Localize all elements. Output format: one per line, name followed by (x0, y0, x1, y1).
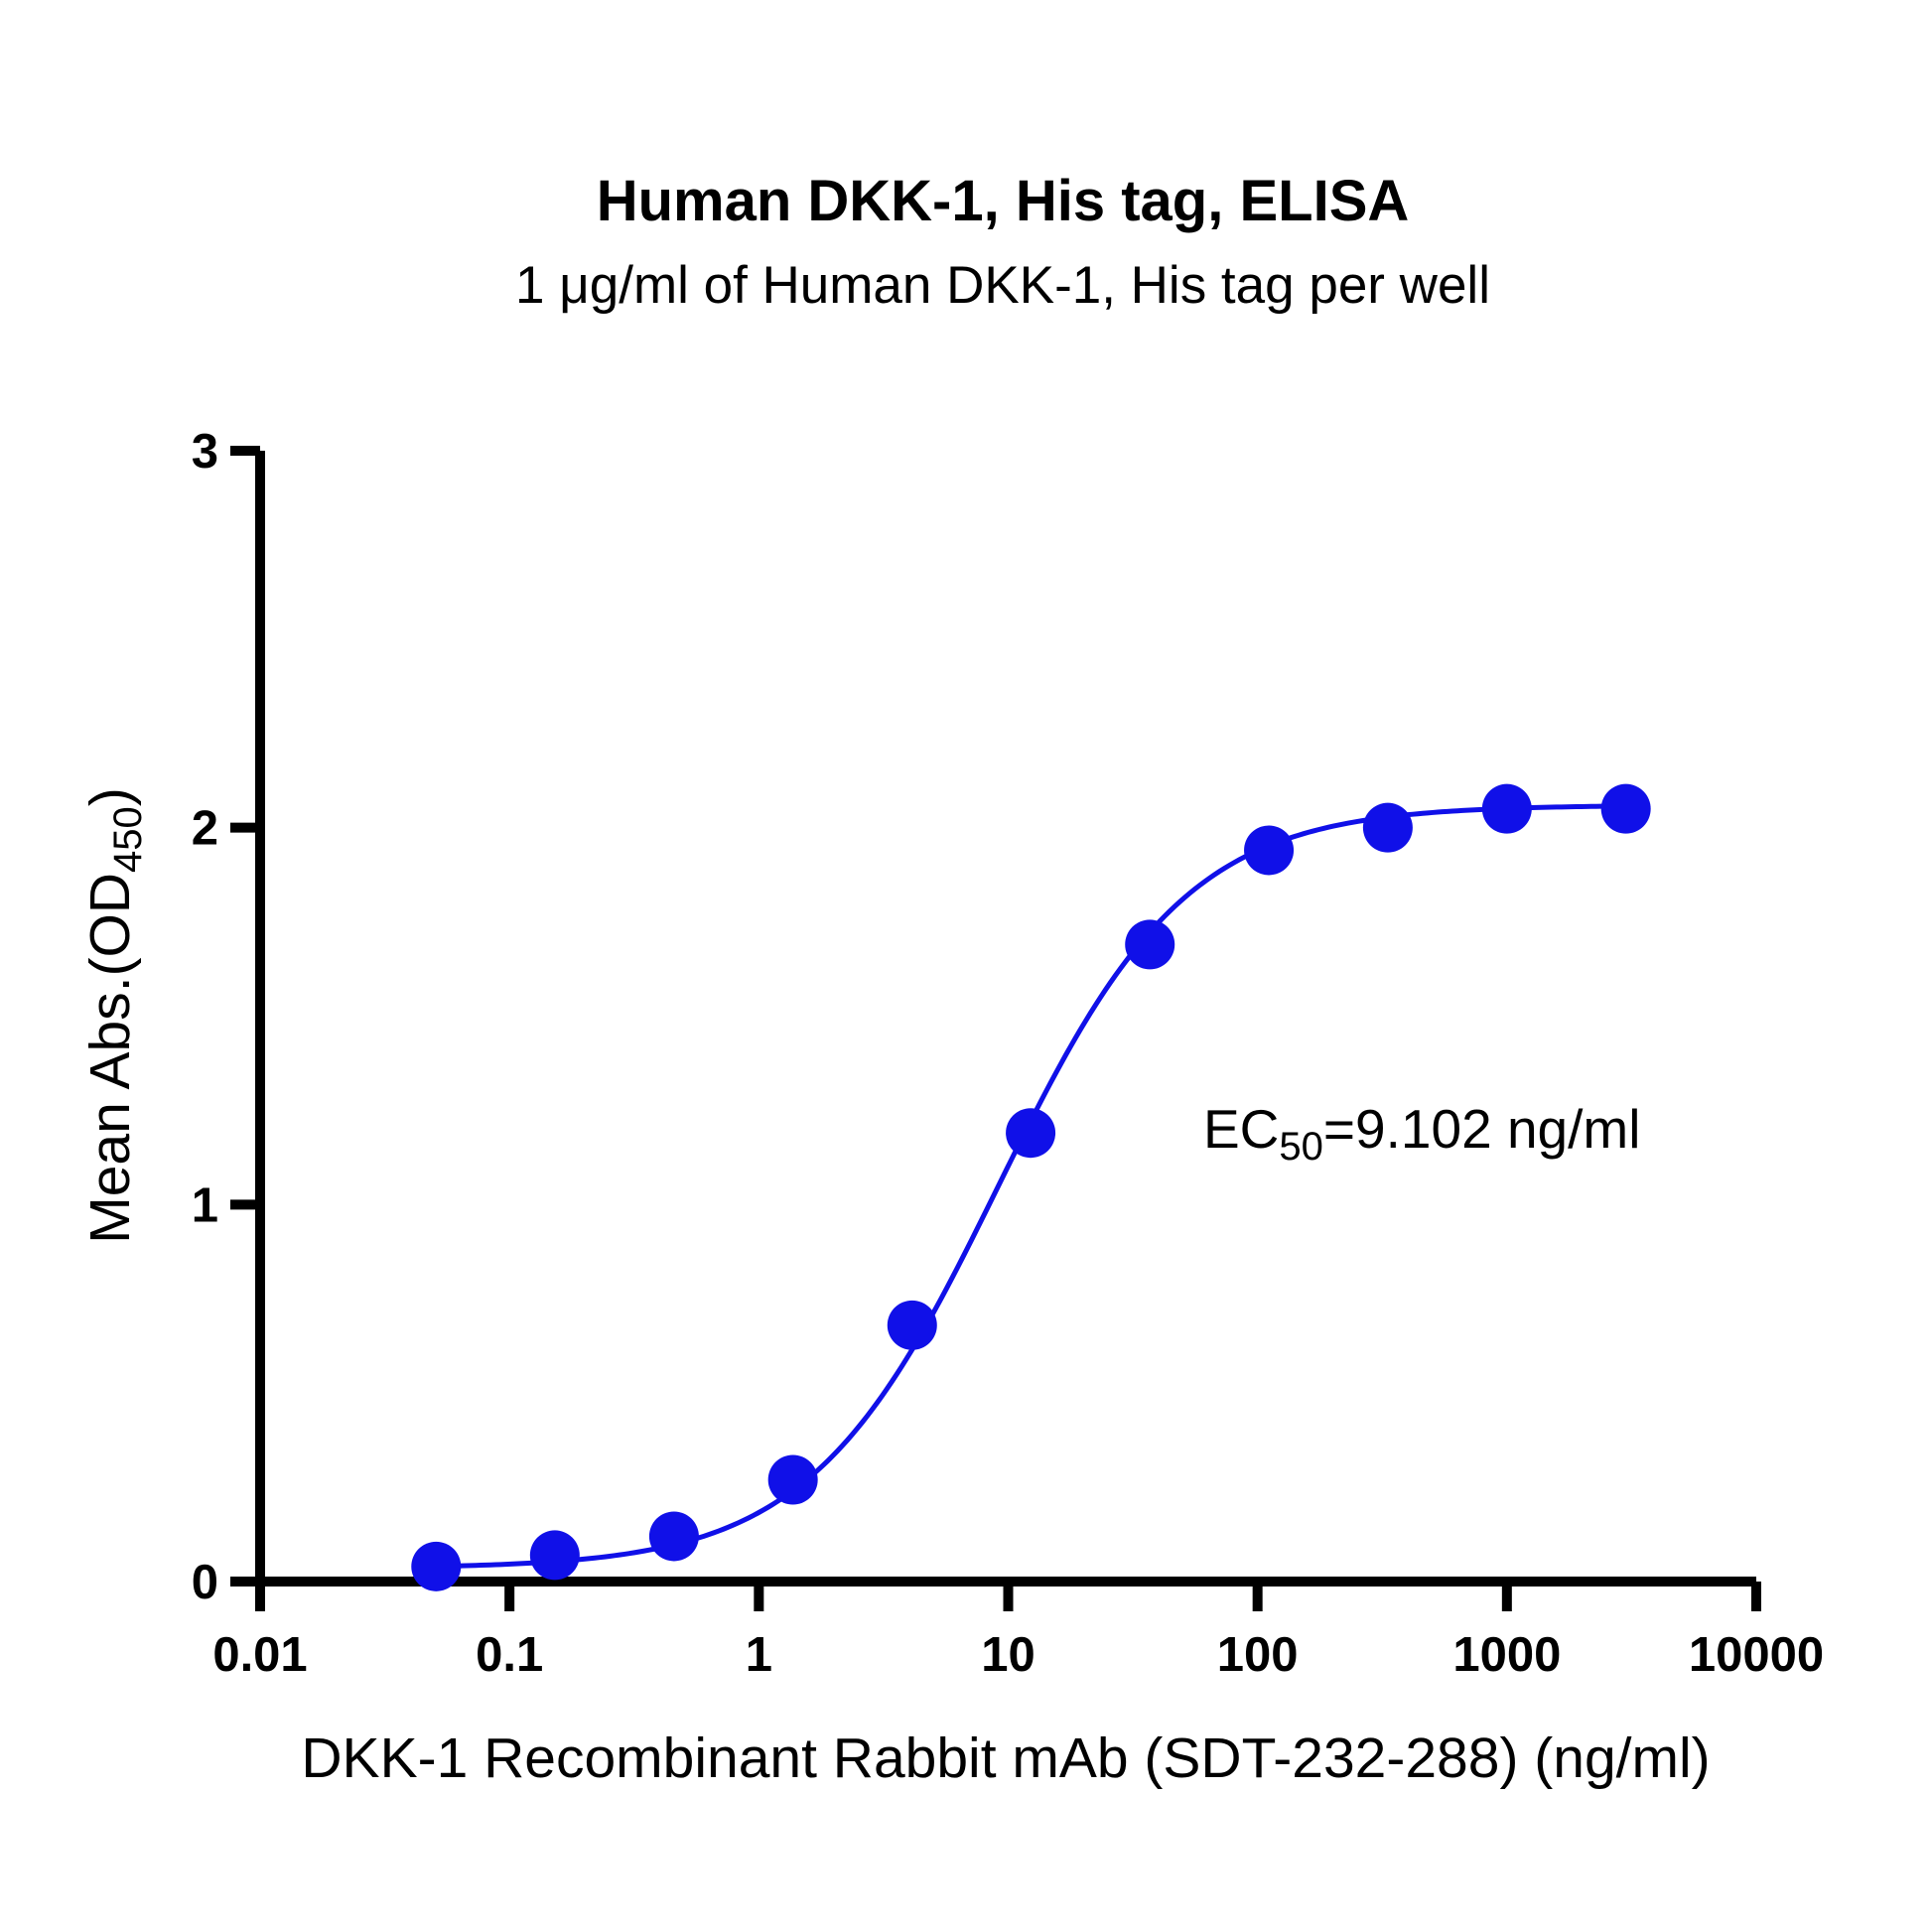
x-tick-label: 100 (1217, 1628, 1299, 1682)
ec50-suffix: =9.102 ng/ml (1323, 1098, 1641, 1160)
ec50-prefix: EC (1203, 1098, 1279, 1160)
x-axis-title: DKK-1 Recombinant Rabbit mAb (SDT-232-28… (301, 1726, 1710, 1790)
y-axis-title-subscript: 450 (106, 806, 150, 873)
data-point (1125, 919, 1175, 970)
x-tick-label: 1000 (1452, 1628, 1561, 1682)
data-points (411, 783, 1651, 1591)
y-axis-title-suffix: ) (78, 787, 142, 806)
x-tick-label: 0.01 (212, 1628, 307, 1682)
fit-curve (436, 803, 1626, 1570)
y-tick-label: 1 (192, 1178, 218, 1232)
ec50-annotation: EC50=9.102 ng/ml (1203, 1098, 1640, 1169)
x-tick-label: 0.1 (476, 1628, 543, 1682)
chart-title: Human DKK-1, His tag, ELISA (597, 169, 1410, 233)
x-tick-label: 1 (746, 1628, 772, 1682)
data-point (411, 1541, 462, 1591)
chart-subtitle: 1 μg/ml of Human DKK-1, His tag per well (515, 256, 1490, 315)
data-point (1600, 783, 1651, 834)
data-point (1362, 802, 1413, 853)
data-point (529, 1530, 580, 1581)
x-ticks: 0.01 0.1 1 10 100 1000 10000 (212, 1582, 1824, 1682)
data-point (1244, 825, 1295, 876)
data-point (648, 1511, 699, 1562)
data-point (887, 1300, 937, 1350)
y-tick-label: 3 (192, 425, 218, 479)
y-axis-title: Mean Abs.(OD450) (78, 787, 150, 1244)
y-axis-title-prefix: Mean Abs.(OD (78, 873, 142, 1244)
y-tick-label: 2 (192, 802, 218, 856)
data-point (767, 1454, 818, 1505)
data-point (1481, 783, 1532, 834)
y-ticks: 0 1 2 3 (192, 425, 260, 1609)
data-point (1006, 1108, 1056, 1159)
ec50-subscript: 50 (1279, 1125, 1323, 1169)
x-tick-label: 10000 (1689, 1628, 1824, 1682)
y-tick-label: 0 (192, 1556, 218, 1609)
x-tick-label: 10 (981, 1628, 1035, 1682)
